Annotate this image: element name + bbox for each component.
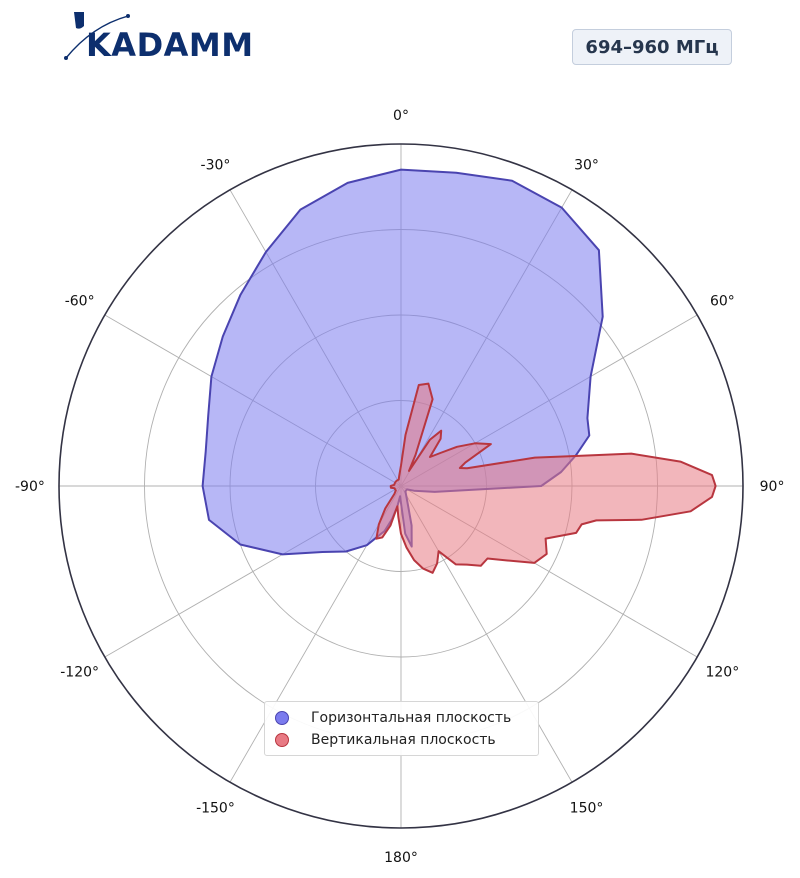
angle-tick-label: 120° <box>705 665 739 681</box>
angle-tick-label: -60° <box>65 293 95 309</box>
legend-marker-vertical <box>275 733 289 747</box>
angle-labels: 0° 30° 60° 90° 120° 150° 180° -150° -120° -90° -60… <box>15 108 784 866</box>
frequency-badge: 694–960 МГц <box>572 29 732 65</box>
legend-item-horizontal: Горизонтальная плоскость <box>275 707 511 729</box>
series-area-vertical <box>375 382 717 574</box>
angle-tick-label: -120° <box>60 665 99 681</box>
kadamm-logo: KADAMM <box>62 6 268 64</box>
angle-tick-label: -90° <box>15 479 45 495</box>
angle-tick-label: 150° <box>570 800 604 816</box>
angle-tick-label: 180° <box>384 850 418 866</box>
logo-swoosh-icon <box>64 12 130 60</box>
angle-tick-label: 90° <box>760 479 785 495</box>
angle-tick-label: -150° <box>196 800 235 816</box>
angle-tick-label: -30° <box>201 158 231 174</box>
outer-ring <box>58 143 744 829</box>
series-layer <box>201 168 717 574</box>
legend-item-vertical: Вертикальная плоскость <box>275 729 496 751</box>
angle-tick-label: 30° <box>574 158 599 174</box>
chart-legend: Горизонтальная плоскость Вертикальная пл… <box>264 701 539 756</box>
outer-ring-layer <box>58 143 744 829</box>
legend-label-vertical: Вертикальная плоскость <box>311 732 496 748</box>
legend-label-horizontal: Горизонтальная плоскость <box>311 710 512 726</box>
legend-marker-horizontal <box>275 711 289 725</box>
logo-text: KADAMM <box>86 26 254 64</box>
angle-tick-label: 60° <box>710 293 735 309</box>
angle-tick-label: 0° <box>393 108 409 124</box>
